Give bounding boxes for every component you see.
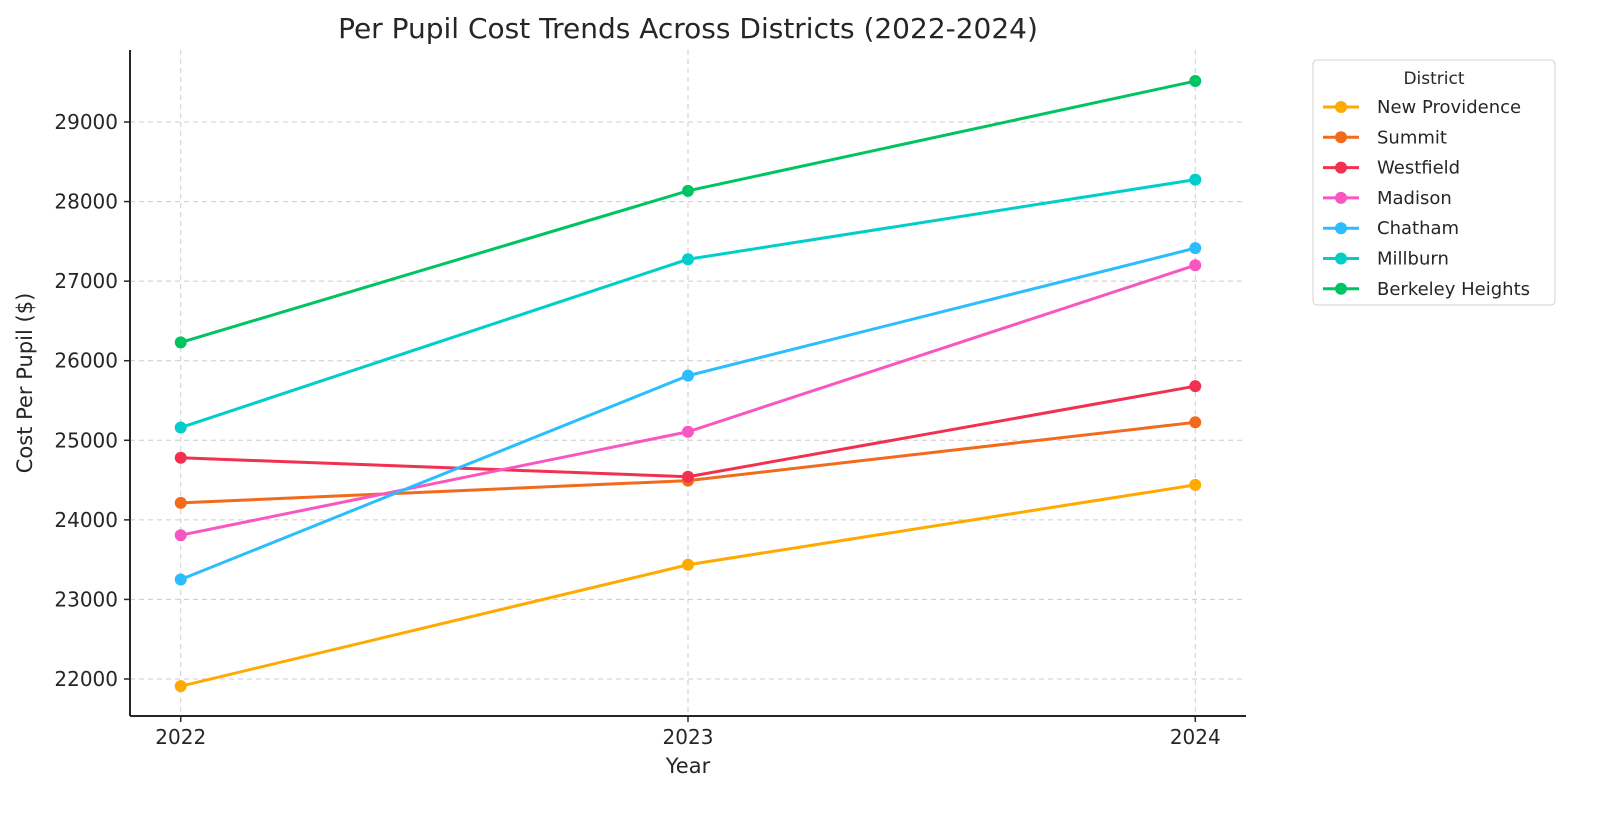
data-point-millburn-2024 bbox=[1189, 173, 1202, 186]
legend-marker-madison bbox=[1335, 191, 1347, 204]
data-point-madison-2023 bbox=[682, 425, 694, 438]
data-point-madison-2024 bbox=[1189, 259, 1202, 272]
x-tick-label: 2023 bbox=[663, 725, 714, 749]
data-point-chatham-2022 bbox=[174, 573, 187, 586]
data-point-chatham-2023 bbox=[682, 369, 694, 382]
data-point-new-providence-2024 bbox=[1189, 478, 1202, 491]
data-point-millburn-2022 bbox=[174, 421, 187, 434]
y-tick-label: 24000 bbox=[54, 508, 118, 532]
y-tick-label: 27000 bbox=[54, 269, 118, 293]
data-point-berkeley-heights-2024 bbox=[1189, 75, 1202, 88]
data-point-berkeley-heights-2023 bbox=[682, 184, 694, 197]
x-tick-label: 2024 bbox=[1170, 725, 1221, 749]
legend-label-westfield: Westfield bbox=[1377, 158, 1460, 179]
legend-label-chatham: Chatham bbox=[1377, 218, 1459, 239]
y-tick-label: 23000 bbox=[54, 587, 118, 611]
y-axis-label: Cost Per Pupil ($) bbox=[13, 293, 37, 474]
legend: District New Providence Summit Westfield Ma… bbox=[1312, 59, 1556, 306]
legend-marker-chatham bbox=[1335, 222, 1347, 235]
legend-marker-new-providence bbox=[1335, 101, 1347, 113]
data-point-berkeley-heights-2022 bbox=[174, 336, 187, 349]
legend-label-summit: Summit bbox=[1377, 127, 1447, 148]
legend-marker-westfield bbox=[1335, 161, 1347, 174]
y-tick-label: 22000 bbox=[54, 667, 118, 691]
x-axis-label: Year bbox=[665, 754, 711, 778]
legend-box bbox=[1312, 59, 1556, 306]
grid bbox=[130, 50, 1246, 716]
data-point-new-providence-2022 bbox=[174, 680, 187, 693]
legend-label-berkeley-heights: Berkeley Heights bbox=[1377, 279, 1530, 300]
y-tick-label: 25000 bbox=[54, 428, 118, 452]
data-point-millburn-2023 bbox=[682, 253, 694, 266]
legend-marker-summit bbox=[1335, 131, 1347, 144]
data-point-chatham-2024 bbox=[1189, 242, 1202, 255]
legend-marker-berkeley-heights bbox=[1335, 282, 1347, 295]
y-tick-label: 26000 bbox=[54, 349, 118, 373]
legend-label-millburn: Millburn bbox=[1377, 249, 1449, 270]
x-tick-label: 2022 bbox=[155, 725, 206, 749]
legend-label-new-providence: New Providence bbox=[1377, 97, 1521, 118]
series-lines bbox=[174, 75, 1202, 693]
data-point-summit-2022 bbox=[174, 496, 187, 509]
legend-marker-millburn bbox=[1335, 252, 1347, 265]
y-tick-label: 29000 bbox=[54, 110, 118, 134]
data-point-summit-2024 bbox=[1189, 416, 1202, 429]
chart-title: Per Pupil Cost Trends Across Districts (… bbox=[338, 12, 1038, 45]
data-point-madison-2022 bbox=[174, 529, 187, 542]
axis-ticks: 22000 23000 24000 25000 26000 27000 28000 29000… bbox=[54, 110, 1220, 749]
data-point-westfield-2024 bbox=[1189, 380, 1202, 393]
y-tick-label: 28000 bbox=[54, 190, 118, 214]
data-point-westfield-2023 bbox=[682, 470, 694, 483]
data-point-westfield-2022 bbox=[174, 451, 187, 464]
legend-label-madison: Madison bbox=[1377, 188, 1452, 209]
data-point-new-providence-2023 bbox=[682, 558, 694, 571]
legend-title: District bbox=[1403, 69, 1464, 89]
